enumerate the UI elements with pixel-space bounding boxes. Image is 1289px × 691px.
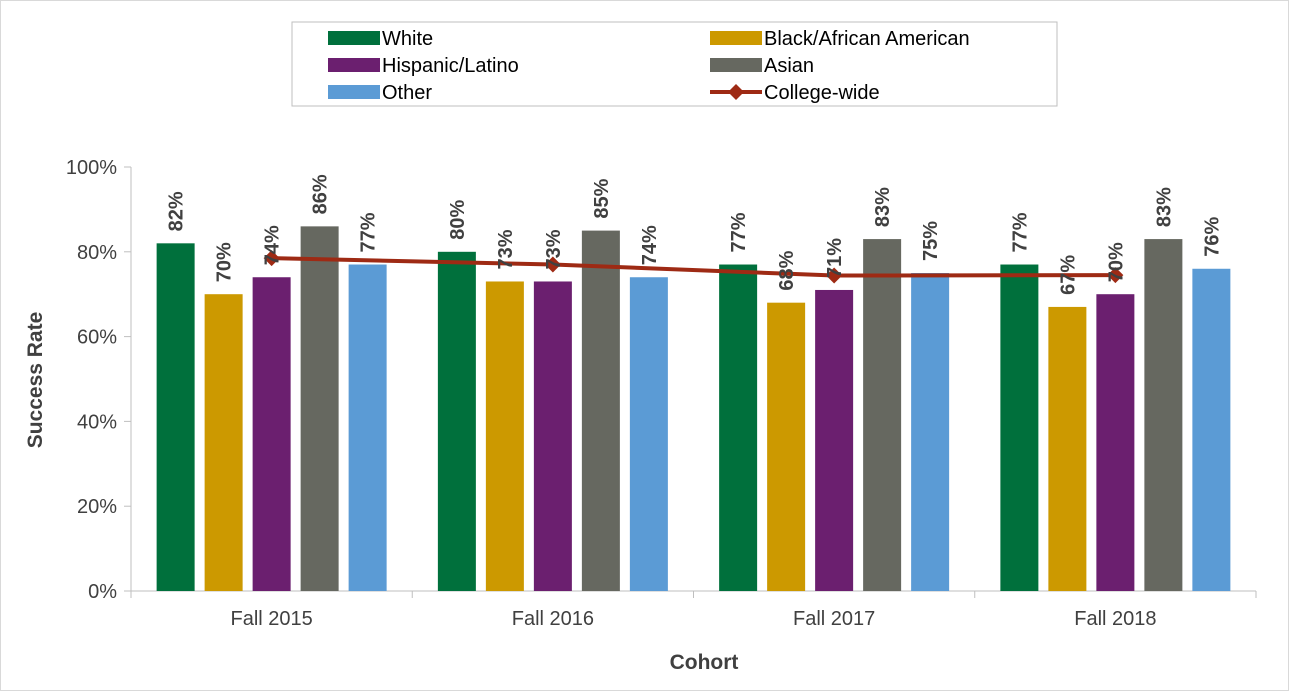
data-label-white-fall-2016: 80% — [447, 200, 469, 240]
legend: White Black/African American Hispanic/Lati… — [291, 21, 1058, 107]
line-college-wide — [271, 256, 1116, 278]
x-tick-label: Fall 2016 — [512, 608, 594, 630]
marker-college-wide-fall-2016 — [544, 256, 561, 273]
bar-white-fall-2018 — [1000, 264, 1039, 591]
x-tick-label: Fall 2018 — [1074, 608, 1156, 630]
legend-label-asian: Asian — [764, 55, 814, 77]
data-label-hispanic-latino-fall-2015: 74% — [262, 225, 284, 265]
legend-marker-college-wide — [728, 84, 744, 100]
x-tick-label: Fall 2015 — [230, 608, 312, 630]
data-label-white-fall-2015: 82% — [166, 191, 188, 231]
bar-hispanic-latino-fall-2016 — [533, 281, 572, 591]
bars — [156, 226, 1231, 592]
y-tick-label: 0% — [88, 581, 117, 603]
marker-college-wide-fall-2017 — [826, 267, 843, 284]
data-label-white-fall-2018: 77% — [1009, 212, 1031, 252]
legend-label-white: White — [382, 28, 433, 50]
y-tick-label: 20% — [77, 496, 117, 518]
legend-label-college-wide: College-wide — [764, 82, 880, 104]
bar-asian-fall-2018 — [1144, 239, 1183, 591]
data-label-hispanic-latino-fall-2016: 73% — [543, 229, 565, 269]
y-tick-label: 60% — [77, 327, 117, 349]
bar-black-african-american-fall-2015 — [204, 294, 243, 591]
data-label-asian-fall-2018: 83% — [1153, 187, 1175, 227]
bar-hispanic-latino-fall-2017 — [815, 289, 854, 591]
marker-college-wide-fall-2015 — [263, 250, 280, 267]
bar-black-african-american-fall-2016 — [485, 281, 524, 591]
bar-other-fall-2017 — [911, 273, 950, 591]
data-label-asian-fall-2016: 85% — [591, 178, 613, 218]
y-axis-title: Success Rate — [24, 312, 47, 449]
x-tick-label: Fall 2017 — [793, 608, 875, 630]
marker-college-wide-fall-2018 — [1107, 267, 1124, 284]
bar-asian-fall-2015 — [300, 226, 339, 592]
data-label-black-african-american-fall-2017: 68% — [776, 250, 798, 290]
data-labels: 82% 70% 74% 86% 77% 80% 73% 73% 85% 74% 77% 68% 71% 8… — [166, 174, 1224, 295]
legend-swatch-white — [328, 31, 380, 45]
legend-label-black-african-american: Black/African American — [764, 28, 970, 50]
bar-hispanic-latino-fall-2018 — [1096, 294, 1135, 591]
bar-black-african-american-fall-2018 — [1048, 306, 1087, 591]
data-label-hispanic-latino-fall-2017: 71% — [824, 238, 846, 278]
x-axis-title: Cohort — [670, 651, 739, 674]
bar-other-fall-2018 — [1192, 268, 1231, 591]
bar-white-fall-2017 — [719, 264, 758, 591]
data-label-asian-fall-2015: 86% — [310, 174, 332, 214]
bar-white-fall-2016 — [437, 251, 476, 592]
y-tick-label: 80% — [77, 242, 117, 264]
bar-asian-fall-2017 — [863, 239, 902, 591]
data-label-asian-fall-2017: 83% — [872, 187, 894, 227]
bar-other-fall-2015 — [348, 264, 387, 591]
data-label-white-fall-2017: 77% — [728, 212, 750, 252]
bar-other-fall-2016 — [629, 277, 668, 591]
legend-swatch-hispanic-latino — [328, 58, 380, 72]
legend-swatch-black-african-american — [710, 31, 762, 45]
y-tick-label: 100% — [66, 157, 117, 179]
data-label-other-fall-2018: 76% — [1201, 217, 1223, 257]
legend-label-hispanic-latino: Hispanic/Latino — [382, 55, 519, 77]
data-label-other-fall-2017: 75% — [920, 221, 942, 261]
data-label-other-fall-2016: 74% — [639, 225, 661, 265]
bar-hispanic-latino-fall-2015 — [252, 277, 291, 591]
legend-label-other: Other — [382, 82, 432, 104]
y-tick-label: 40% — [77, 411, 117, 433]
legend-swatch-other — [328, 85, 380, 99]
legend-swatch-asian — [710, 58, 762, 72]
data-label-black-african-american-fall-2016: 73% — [495, 229, 517, 269]
bar-asian-fall-2016 — [581, 230, 620, 591]
bar-white-fall-2015 — [156, 243, 195, 591]
bar-black-african-american-fall-2017 — [767, 302, 806, 591]
legend-box — [291, 21, 1058, 107]
data-label-black-african-american-fall-2018: 67% — [1057, 255, 1079, 295]
data-label-black-african-american-fall-2015: 70% — [214, 242, 236, 282]
data-label-hispanic-latino-fall-2018: 70% — [1105, 242, 1127, 282]
college-wide-line — [263, 250, 1124, 284]
data-label-other-fall-2015: 77% — [358, 212, 380, 252]
